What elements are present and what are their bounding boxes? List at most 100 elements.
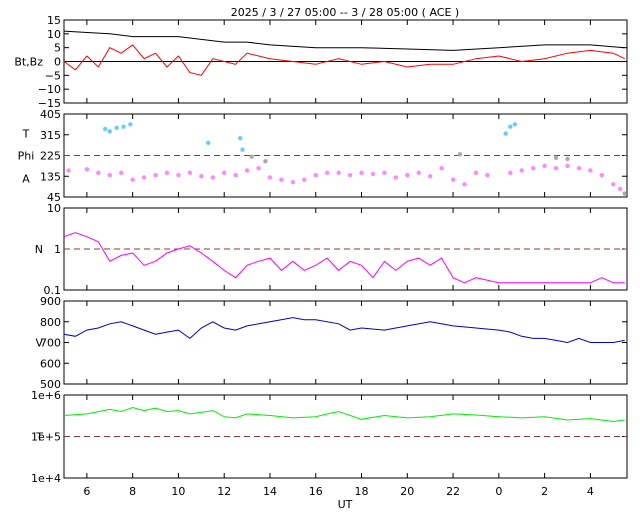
data-point xyxy=(450,177,456,182)
y-tick-label: 0.1 xyxy=(44,284,62,297)
data-point xyxy=(102,126,108,132)
y-tick-label: 45 xyxy=(47,191,61,204)
series-line-N xyxy=(63,232,625,284)
x-tick-label: 4 xyxy=(587,485,594,498)
data-point xyxy=(267,175,273,180)
y-tick-label: 600 xyxy=(40,357,61,370)
data-point xyxy=(485,172,490,178)
y-tick-label: 10 xyxy=(47,28,61,41)
data-point xyxy=(244,168,250,173)
data-point xyxy=(588,168,593,173)
data-point xyxy=(553,155,559,161)
y-axis-label: Phi xyxy=(18,150,35,163)
x-tick-label: 2 xyxy=(541,485,548,498)
chart-panels: 151050−5−10−15Bt,Bz40531522513545TPhiA10… xyxy=(14,14,628,498)
data-point xyxy=(121,124,126,129)
series-line-V xyxy=(63,317,625,344)
data-point xyxy=(617,186,623,192)
data-point xyxy=(382,170,387,175)
y-tick-label: 135 xyxy=(40,170,61,183)
data-point xyxy=(462,182,467,187)
data-point xyxy=(359,170,364,175)
y-tick-label: 5 xyxy=(54,42,61,55)
y-tick-label: 405 xyxy=(40,108,61,121)
x-tick-label: 14 xyxy=(263,485,277,498)
data-point xyxy=(263,159,268,164)
data-point xyxy=(302,177,307,182)
data-point xyxy=(240,147,245,152)
data-point xyxy=(107,129,112,134)
y-tick-label: 1 xyxy=(54,243,61,256)
data-point xyxy=(405,172,410,178)
y-tick-label: 800 xyxy=(40,316,61,329)
data-point xyxy=(519,168,524,173)
data-point xyxy=(622,191,627,196)
x-axis-label: UT xyxy=(338,498,353,511)
y-axis-label: N xyxy=(35,243,43,256)
x-tick-label: 22 xyxy=(446,485,460,498)
y-tick-label: 315 xyxy=(40,129,61,142)
y-tick-label: −15 xyxy=(38,97,61,110)
y-axis-label: A xyxy=(22,173,30,186)
y-tick-label: 500 xyxy=(40,378,61,391)
data-point xyxy=(565,156,570,162)
data-point xyxy=(347,172,353,178)
y-axis-label: V xyxy=(35,337,43,350)
y-tick-label: 0 xyxy=(54,56,61,69)
x-tick-label: 18 xyxy=(355,485,369,498)
data-point xyxy=(256,165,261,171)
panel-temperature: 1e+6 1e+5 1e+4 T xyxy=(31,389,628,485)
data-point xyxy=(508,170,513,175)
data-point xyxy=(393,175,399,180)
series-Phi-T xyxy=(102,122,518,152)
x-tick-label: 8 xyxy=(129,485,136,498)
y-tick-label: 15 xyxy=(47,14,61,27)
data-point xyxy=(119,170,124,175)
data-point xyxy=(508,124,513,129)
y-axis-label: T xyxy=(22,128,30,141)
y-tick-label: −5 xyxy=(45,69,61,82)
x-tick-label: 10 xyxy=(171,485,185,498)
data-point xyxy=(290,179,296,185)
data-point xyxy=(210,175,215,180)
data-point xyxy=(576,165,582,171)
y-axis-label: T xyxy=(35,431,43,444)
data-point xyxy=(313,172,318,178)
data-point xyxy=(324,170,330,175)
y-tick-label: 1e+6 xyxy=(31,389,61,402)
x-tick-label: 12 xyxy=(217,485,231,498)
data-point xyxy=(503,131,508,136)
data-point xyxy=(249,154,254,159)
data-point xyxy=(187,170,193,175)
x-tick-label: 16 xyxy=(309,485,323,498)
data-point xyxy=(153,172,158,178)
data-point xyxy=(164,170,170,175)
panel-phi: 405 315 225 135 45 T Phi A xyxy=(18,108,628,204)
data-point xyxy=(128,122,133,127)
data-point xyxy=(457,152,463,157)
chart-title: 2025 / 3 / 27 05:00 -- 3 / 28 05:00 ( AC… xyxy=(231,6,459,19)
panel-frame xyxy=(63,300,628,385)
data-point xyxy=(238,136,243,141)
series-line-Bt xyxy=(63,30,625,51)
data-point xyxy=(279,177,284,182)
data-point xyxy=(416,170,421,175)
x-tick-label: 6 xyxy=(83,485,90,498)
data-point xyxy=(66,168,71,173)
data-point xyxy=(542,163,547,169)
data-point xyxy=(439,165,444,171)
data-point xyxy=(114,125,119,131)
y-tick-label: 900 xyxy=(40,295,61,308)
data-point xyxy=(176,172,181,178)
data-point xyxy=(222,170,227,175)
data-point xyxy=(199,174,204,179)
data-point xyxy=(107,172,112,178)
data-point xyxy=(553,165,559,171)
data-point xyxy=(473,170,479,175)
data-point xyxy=(530,165,536,171)
y-tick-label: −10 xyxy=(38,83,61,96)
data-point xyxy=(512,122,518,127)
x-tick-label: 0 xyxy=(495,485,502,498)
series-line-Bz xyxy=(63,44,625,76)
